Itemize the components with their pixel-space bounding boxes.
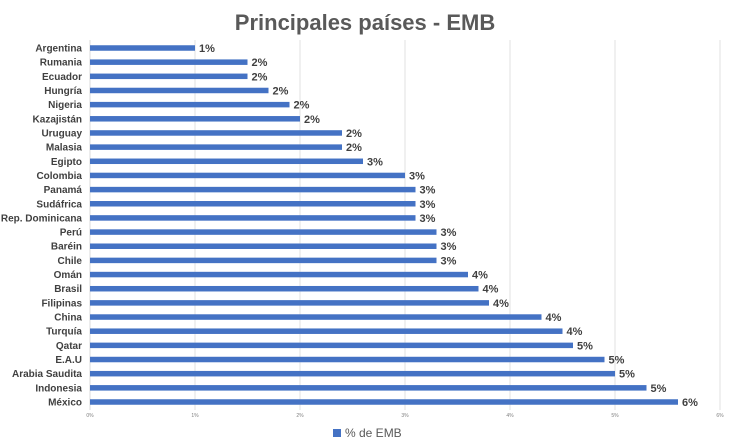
category-label: Baréin — [51, 242, 82, 253]
bar — [90, 328, 563, 334]
data-label: 2% — [273, 85, 289, 97]
data-label: 4% — [493, 298, 509, 310]
bar — [90, 215, 416, 221]
bar — [90, 87, 269, 94]
x-tick-label: 4% — [506, 413, 514, 419]
data-labels: 1% 2% 2% 2% 2% 2% 2% 2% 3% 3% 3% 3% 3% 3% 3% 3% 4% 4% 4% 4%… — [199, 43, 698, 409]
category-label: Colombia — [36, 171, 82, 182]
data-label: 2% — [252, 71, 268, 83]
bar — [90, 385, 647, 391]
bars — [90, 45, 678, 405]
bar — [90, 271, 468, 278]
bar — [90, 243, 437, 249]
x-axis-ticks: 0% 1% 2% 3% 4% 5% 6% — [86, 413, 724, 419]
bar — [90, 59, 248, 65]
data-label: 3% — [420, 185, 436, 197]
category-labels: Argentina Rumania Ecuador Hungría Nigeria Kaz… — [1, 44, 83, 409]
data-label: 4% — [567, 326, 583, 338]
category-label: Turquía — [46, 327, 82, 338]
bar — [90, 172, 405, 179]
data-label: 1% — [199, 43, 215, 55]
category-label: Perú — [60, 228, 82, 239]
bar — [90, 229, 437, 235]
data-label: 3% — [441, 255, 457, 267]
data-label: 3% — [420, 213, 436, 225]
data-label: 4% — [483, 284, 499, 296]
x-tick-label: 2% — [296, 413, 304, 419]
data-label: 5% — [651, 383, 667, 395]
data-label: 5% — [577, 340, 593, 352]
data-label: 3% — [441, 227, 457, 239]
data-label: 2% — [294, 100, 310, 112]
category-label: Filipinas — [41, 298, 82, 309]
bar — [90, 314, 542, 320]
chart-title: Principales países - EMB — [235, 10, 495, 35]
category-label: Rumania — [40, 58, 83, 69]
bar — [90, 285, 479, 292]
data-label: 5% — [609, 355, 625, 367]
data-label: 3% — [409, 170, 425, 182]
bar — [90, 300, 489, 306]
data-label: 4% — [472, 270, 488, 282]
category-label: Kazajistán — [33, 114, 82, 125]
bar — [90, 257, 437, 264]
category-label: Rep. Dominicana — [1, 213, 83, 224]
category-label: Brasil — [54, 284, 82, 295]
category-label: Egipto — [51, 157, 82, 168]
data-label: 6% — [682, 397, 698, 409]
bar — [90, 370, 615, 377]
category-label: Malasia — [46, 143, 83, 154]
bar — [90, 201, 416, 207]
data-label: 2% — [304, 114, 320, 126]
category-label: Panamá — [44, 185, 83, 196]
gridlines — [89, 40, 721, 410]
category-label: Nigeria — [48, 100, 82, 111]
data-label: 3% — [420, 199, 436, 211]
bar — [90, 144, 342, 150]
data-label: 3% — [367, 156, 383, 168]
bar — [90, 399, 678, 405]
bar — [90, 45, 195, 51]
category-label: China — [54, 313, 82, 324]
legend: % de EMB — [333, 426, 402, 440]
bar — [90, 73, 248, 80]
data-label: 2% — [346, 128, 362, 140]
bar — [90, 116, 300, 122]
legend-label: % de EMB — [345, 426, 402, 440]
bar — [90, 356, 605, 363]
bar — [90, 101, 290, 108]
category-label: Sudáfrica — [36, 199, 82, 210]
category-label: México — [48, 398, 82, 409]
data-label: 5% — [619, 369, 635, 381]
category-label: Uruguay — [41, 128, 82, 139]
category-label: Ecuador — [42, 72, 82, 83]
bar — [90, 130, 342, 136]
category-label: Omán — [54, 270, 82, 281]
data-label: 2% — [252, 57, 268, 69]
category-label: Qatar — [56, 341, 82, 352]
category-label: Arabia Saudita — [12, 369, 82, 380]
x-tick-label: 0% — [86, 413, 94, 419]
category-label: Indonesia — [35, 383, 82, 394]
bar — [90, 158, 363, 165]
category-label: Hungría — [44, 86, 82, 97]
category-label: Argentina — [35, 44, 82, 55]
x-tick-label: 6% — [716, 413, 724, 419]
legend-swatch — [333, 429, 341, 437]
bar — [90, 186, 416, 193]
x-tick-label: 1% — [191, 413, 199, 419]
category-label: Chile — [58, 256, 83, 267]
category-label: E.A.U — [55, 355, 82, 366]
data-label: 3% — [441, 241, 457, 253]
data-label: 4% — [546, 312, 562, 324]
data-label: 2% — [346, 142, 362, 154]
x-tick-label: 3% — [401, 413, 409, 419]
x-tick-label: 5% — [611, 413, 619, 419]
bar — [90, 342, 573, 349]
